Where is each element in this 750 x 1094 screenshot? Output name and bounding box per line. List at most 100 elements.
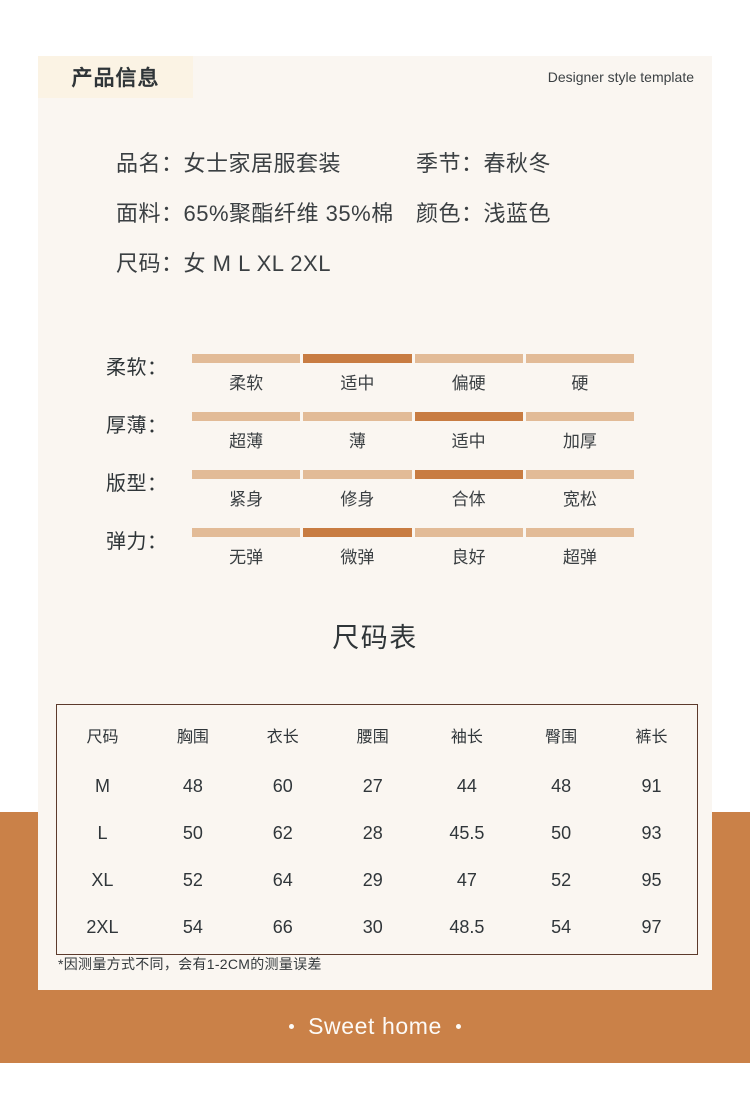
spec-row: 面料：65%聚酯纤维 35%棉 颜色：浅蓝色 — [38, 196, 712, 228]
table-cell: 50 — [551, 823, 572, 843]
rating-segment — [303, 470, 412, 479]
footer-banner: Sweet home — [0, 990, 750, 1063]
rating-label: 柔软： — [106, 357, 168, 379]
rating-row-thickness: 厚薄： 超薄 薄 适中 加厚 — [38, 402, 712, 460]
table-cell: 28 — [362, 823, 383, 843]
size-chart-table: 尺码 胸围 衣长 腰围 袖长 臀围 裤长 M 48 60 27 44 48 — [56, 704, 698, 955]
spec-cell: 尺码：女 M L XL 2XL — [38, 246, 368, 278]
rating-tick-label: 宽松 — [562, 490, 597, 509]
rating-tick-label: 偏硬 — [451, 374, 486, 393]
table-cell: 54 — [182, 917, 203, 937]
rating-segment — [303, 412, 412, 421]
dot-icon — [289, 1024, 295, 1029]
spec-label: 品名： — [116, 151, 184, 176]
rating-segment — [525, 354, 634, 363]
table-cell: 50 — [182, 823, 203, 843]
measurement-note: *因测量方式不同，会有1-2CM的测量误差 — [58, 956, 322, 972]
rating-segment — [525, 412, 634, 421]
info-card: 产品信息 Designer style template 品名：女士家居服套装 … — [38, 56, 712, 994]
rating-track — [192, 412, 634, 421]
table-cell: 52 — [182, 870, 203, 890]
table-header-row: 尺码 胸围 衣长 腰围 袖长 臀围 裤长 — [57, 705, 698, 764]
spec-value: 春秋冬 — [483, 151, 552, 176]
rating-tick-label: 合体 — [451, 490, 486, 509]
spec-list: 品名：女士家居服套装 季节：春秋冬 面料：65%聚酯纤维 35%棉 颜色：浅蓝色… — [38, 146, 712, 296]
spec-label: 季节： — [416, 151, 484, 176]
rating-row-elasticity: 弹力： 无弹 微弹 良好 超弹 — [38, 518, 712, 576]
rating-label: 版型： — [106, 473, 168, 495]
table-cell: 47 — [456, 870, 477, 890]
table-cell: 60 — [272, 776, 293, 796]
spec-value: 女士家居服套装 — [183, 151, 342, 176]
rating-ticks: 超薄 薄 适中 加厚 — [192, 427, 634, 452]
table-cell: 27 — [362, 776, 383, 796]
rating-tick-label: 柔软 — [229, 374, 264, 393]
right-accent-block — [712, 812, 750, 994]
rating-segment — [414, 354, 523, 363]
table-header-cell: 衣长 — [266, 729, 299, 746]
table-cell: 97 — [641, 917, 662, 937]
table-cell: 95 — [641, 870, 662, 890]
section-title-tab: 产品信息 — [38, 56, 193, 98]
table-row: 2XL 54 66 30 48.5 54 97 — [57, 904, 698, 955]
designer-note: Designer style template — [547, 69, 694, 85]
spec-cell: 颜色：浅蓝色 — [368, 196, 648, 228]
table-cell: 91 — [641, 776, 662, 796]
rating-tick-label: 修身 — [340, 490, 375, 509]
table-header-cell: 胸围 — [176, 729, 209, 746]
rating-tick-label: 适中 — [340, 374, 375, 393]
table-cell: 45.5 — [449, 823, 485, 843]
table-cell: 64 — [272, 870, 293, 890]
table-header-cell: 袖长 — [450, 729, 483, 746]
spec-value: 女 M L XL 2XL — [183, 251, 331, 276]
rating-segment — [525, 470, 634, 479]
table-cell: L — [97, 823, 108, 843]
rating-segment-active — [303, 528, 412, 537]
rating-tick-label: 超薄 — [229, 432, 264, 451]
footer-text: Sweet home — [308, 1013, 442, 1039]
spec-label: 颜色： — [416, 201, 484, 226]
rating-track — [192, 528, 634, 537]
spec-label: 尺码： — [116, 251, 184, 276]
rating-tick-label: 微弹 — [340, 548, 375, 567]
table-cell: XL — [91, 870, 114, 890]
rating-tick-label: 良好 — [451, 548, 486, 567]
spec-cell: 季节：春秋冬 — [368, 146, 648, 178]
rating-segment-active — [414, 470, 523, 479]
table-cell: 44 — [456, 776, 477, 796]
table-cell: M — [94, 776, 110, 796]
spec-value: 65%聚酯纤维 35%棉 — [183, 201, 394, 226]
rating-row-softness: 柔软： 柔软 适中 偏硬 硬 — [38, 344, 712, 402]
rating-ticks: 紧身 修身 合体 宽松 — [192, 485, 634, 510]
rating-segment — [192, 470, 301, 479]
size-chart-title: 尺码表 — [332, 623, 418, 653]
table-header-cell: 裤长 — [635, 729, 668, 746]
rating-segment-active — [303, 354, 412, 363]
rating-segment — [192, 354, 301, 363]
table-cell: 2XL — [86, 917, 119, 937]
table-cell: 29 — [362, 870, 383, 890]
rating-segment — [192, 412, 301, 421]
rating-track — [192, 354, 634, 363]
table-row: XL 52 64 29 47 52 95 — [57, 857, 698, 904]
rating-tick-label: 超弹 — [562, 548, 597, 567]
table-cell: 54 — [551, 917, 572, 937]
dot-icon — [455, 1024, 461, 1029]
table-row: L 50 62 28 45.5 50 93 — [57, 810, 698, 857]
rating-row-fit: 版型： 紧身 修身 合体 宽松 — [38, 460, 712, 518]
table-header-cell: 尺码 — [86, 729, 119, 746]
rating-bars: 柔软： 柔软 适中 偏硬 硬 厚薄： — [38, 344, 712, 576]
left-accent-block — [0, 812, 38, 994]
table-cell: 52 — [551, 870, 572, 890]
card-header: 产品信息 Designer style template — [38, 56, 712, 98]
spec-label: 面料： — [116, 201, 184, 226]
rating-label: 弹力： — [106, 531, 168, 553]
spec-cell: 面料：65%聚酯纤维 35%棉 — [38, 196, 393, 228]
spec-value: 浅蓝色 — [483, 201, 552, 226]
table-cell: 48.5 — [449, 917, 485, 937]
table-header-cell: 腰围 — [356, 729, 389, 746]
rating-segment — [414, 528, 523, 537]
rating-segment — [192, 528, 301, 537]
table-cell: 62 — [272, 823, 293, 843]
